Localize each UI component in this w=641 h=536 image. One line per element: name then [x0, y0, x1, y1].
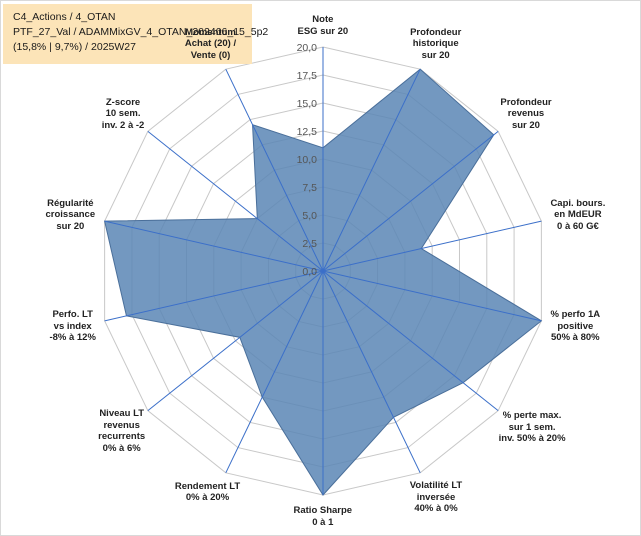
axis-label: Profondeur historique sur 20: [410, 26, 462, 61]
axis-spoke: [322, 130, 499, 272]
axis-spoke: [225, 68, 324, 272]
tick-label: 15,0: [297, 98, 318, 110]
chart-title-box: C4_Actions / 4_OTAN PTF_27_Val / ADAMMix…: [3, 4, 268, 64]
axis-label: Z-score 10 sem. inv. 2 à -2: [101, 96, 145, 131]
axis-spoke: [147, 130, 324, 272]
chart-title-line-2: PTF_27_Val / ADAMMixGV_4_OTAN_202406_15_…: [13, 26, 269, 38]
axis-label: Momentum Achat (20) / Vente (0): [184, 26, 237, 61]
axis-spoke: [322, 270, 421, 474]
axis-spoke: [147, 270, 324, 412]
tick-label: 7,5: [302, 182, 317, 194]
tick-label: 2,5: [302, 238, 317, 250]
axis-label: % perfo 1A positive 50% à 80%: [550, 309, 601, 344]
tick-label: 0,0: [302, 266, 317, 278]
axis-spoke: [104, 270, 324, 322]
axis-spoke: [322, 68, 421, 272]
tick-label: 10,0: [297, 154, 318, 166]
chart-title-line-3: (15,8% | 9,7%) / 2025W27: [13, 41, 136, 53]
tick-label: 12,5: [297, 126, 318, 138]
axis-spoke: [104, 220, 324, 272]
axis-label: Ratio Sharpe 0 à 1: [293, 505, 353, 528]
tick-label: 17,5: [297, 70, 318, 82]
axis-label: Profondeur revenus sur 20: [500, 96, 552, 131]
axis-label: Volatilité LT inversée 40% à 0%: [409, 480, 463, 515]
axis-label: % perte max. sur 1 sem. inv. 50% à 20%: [498, 410, 566, 445]
axis-label: Régularité croissance sur 20: [45, 197, 96, 232]
axis-label: Perfo. LT vs index -8% à 12%: [49, 309, 96, 344]
axis-spoke: [322, 220, 542, 272]
axis-spoke: [322, 270, 542, 322]
tick-label: 20,0: [297, 42, 318, 54]
axis-label: Capi. bours. en MdEUR 0 à 60 G€: [550, 197, 606, 232]
chart-title-line-1: C4_Actions / 4_OTAN: [13, 11, 116, 23]
axis-label: Niveau LT revenus recurrents 0% à 6%: [98, 408, 146, 454]
axis-spoke: [322, 270, 499, 412]
axis-label: Rendement LT 0% à 20%: [174, 480, 241, 504]
tick-label: 5,0: [302, 210, 317, 222]
axis-label: Note ESG sur 20: [297, 14, 349, 37]
axis-spoke: [225, 270, 324, 474]
